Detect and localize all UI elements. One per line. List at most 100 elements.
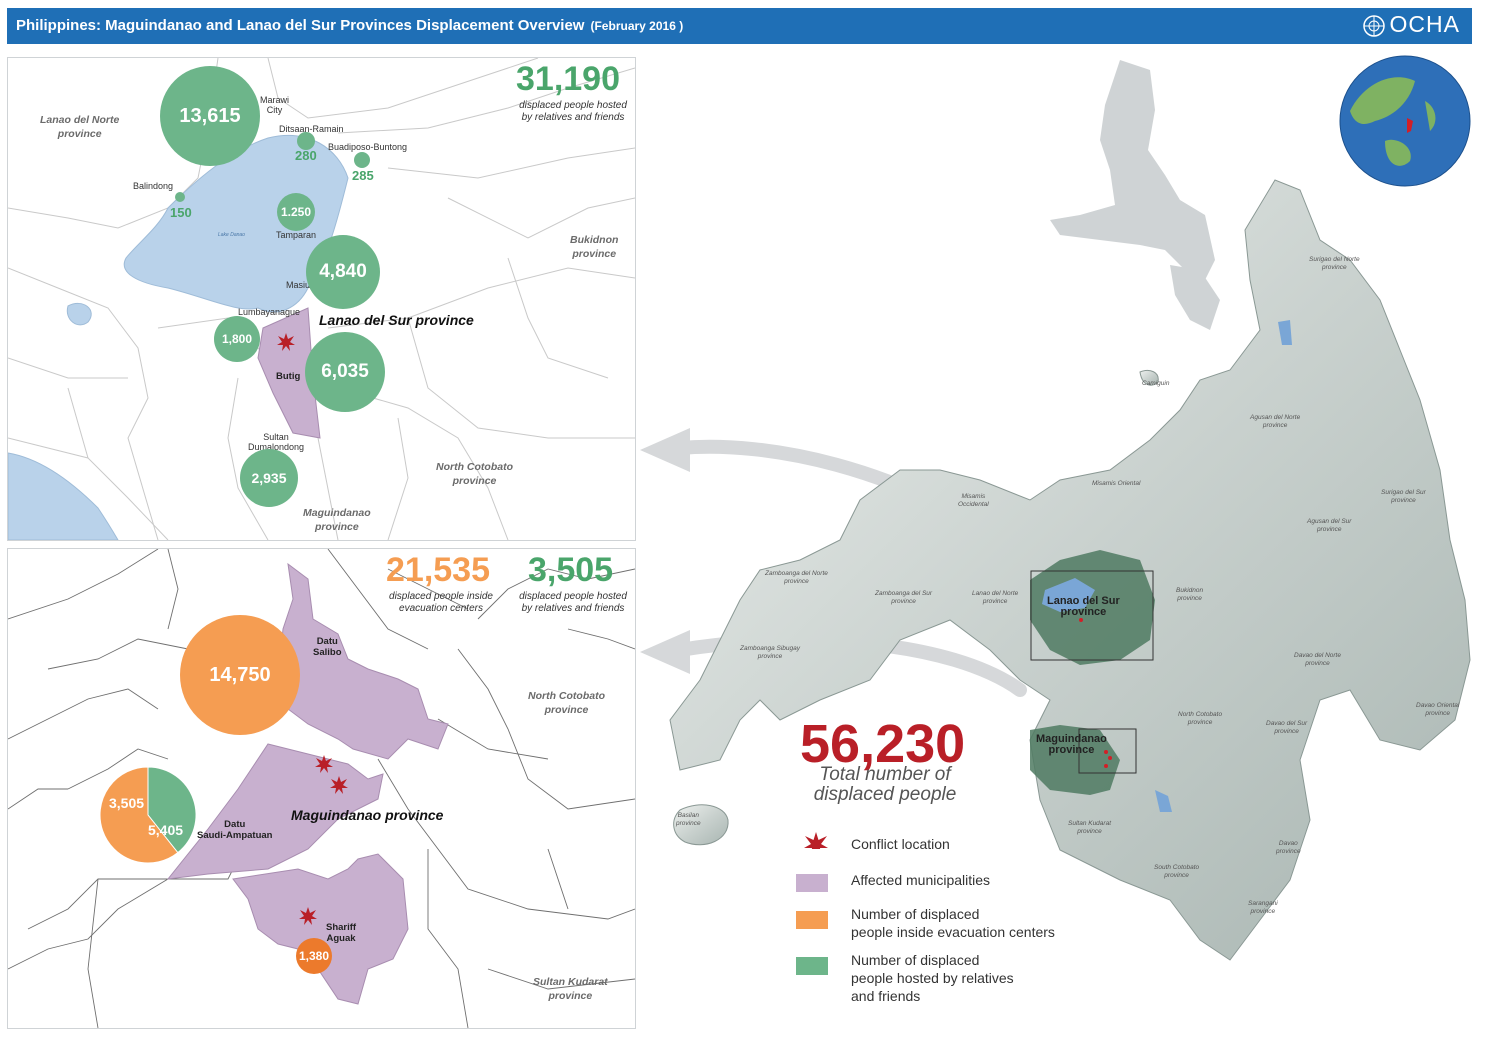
coastline-sea: [8, 452, 119, 540]
pie-evac-value: 5,405: [148, 822, 184, 838]
overview-maguindanao-label: Maguindanao province: [1036, 734, 1107, 756]
overview-box-text: Lanao del Sur: [1047, 595, 1120, 607]
ov-text: province: [1425, 710, 1450, 717]
lanao-base-map: [8, 58, 635, 540]
ocha-logo-text: OCHA: [1389, 11, 1460, 37]
title-date: (February 2016 ): [590, 19, 684, 33]
lanao-del-sur-main-label: Lanao del Sur province: [319, 312, 474, 328]
ov-text: Sarangani: [1248, 900, 1278, 907]
prov-text: province: [452, 475, 497, 487]
ov-text: province: [676, 820, 701, 827]
luzon-visayas-shape: [1050, 60, 1215, 290]
value-balindong: 150: [170, 205, 192, 220]
ov-text: Misamis: [961, 493, 986, 500]
label-zambo-sur: Zamboanga del Sur province: [875, 590, 932, 606]
caption-text: displaced people hosted: [519, 100, 627, 111]
evac-total-maguindanao: 21,535: [386, 551, 490, 589]
bukidnon-label: Bukidnon province: [570, 233, 618, 261]
bubble-marawi: 13,615: [160, 66, 260, 166]
sultan-label: Sultan Dumalondong: [248, 432, 304, 452]
ov-text: province: [1276, 848, 1301, 855]
balindong-label: Balindong: [133, 181, 174, 191]
north-cotobato-label: North Cotobato province: [436, 460, 513, 488]
ov-text: Zamboanga del Sur: [875, 590, 933, 597]
prov-text: province: [57, 128, 102, 140]
title-text: Philippines: Maguindanao and Lanao del S…: [16, 17, 585, 34]
prov-text: Bukidnon: [570, 234, 619, 246]
place-text: Marawi: [260, 95, 290, 105]
ov-text: province: [1187, 719, 1213, 726]
ov-text: Surigao del Sur: [1381, 489, 1426, 496]
overview-box-text: Maguindanao: [1036, 733, 1107, 745]
evac-total-caption: displaced people inside evacuation center…: [376, 591, 506, 615]
maguindanao-main-label: Maguindanao province: [291, 807, 444, 823]
conflict-star-icon: [804, 832, 828, 849]
butig-affected-area: [257, 307, 321, 439]
bubble-masiu: 4,840: [306, 235, 380, 309]
place-text: Aguak: [326, 933, 356, 944]
north-cotobato-label-b: North Cotobato province: [528, 689, 605, 717]
ov-text: province: [1262, 422, 1288, 429]
pie-slice-hosted: [147, 766, 197, 854]
label-basilan: Basilan province: [676, 812, 701, 828]
value-ditsaan: 280: [295, 148, 317, 163]
buadiposo-label: Buadiposo-Buntong: [328, 142, 408, 152]
label-misamis-occ: Misamis Occidental: [958, 493, 989, 509]
ov-text: Zamboanga Sibugay: [740, 645, 800, 652]
ov-text: Davao del Norte: [1294, 652, 1341, 659]
dot-balindong: [175, 192, 185, 202]
ov-text: province: [1316, 526, 1342, 533]
prov-text: province: [572, 248, 617, 260]
prov-text: province: [544, 704, 589, 716]
ov-text: Surigao del Norte: [1309, 256, 1360, 263]
evac-swatch: [796, 911, 828, 929]
affected-swatch: [796, 874, 828, 892]
caption-text: by relatives and friends: [521, 112, 625, 123]
label-davao-sur: Davao del Sur province: [1266, 720, 1307, 736]
total-caption-text: Total number of: [819, 764, 951, 785]
ov-text: Occidental: [958, 501, 989, 508]
pie-chart-saudi-ampatuan: [99, 766, 197, 864]
hosted-total-maguindanao: 3,505: [528, 551, 614, 589]
lumbayanague-label: Lumbayanague: [238, 307, 301, 317]
ov-text: Davao Oriental: [1416, 702, 1460, 709]
ov-text: Bukidnon: [1176, 587, 1204, 594]
ov-text: province: [1077, 828, 1102, 835]
label-davao-norte: Davao del Norte province: [1294, 652, 1341, 668]
legend-evac-text: Number of displaced people inside evacuat…: [851, 905, 1055, 941]
ov-text: province: [1391, 497, 1416, 504]
label-lanao-norte: Lanao del Norte province: [972, 590, 1018, 606]
maguindanao-base-map: [8, 549, 635, 1028]
lake-label: Lake Danao: [218, 232, 245, 238]
ov-text: province: [1274, 728, 1299, 735]
legend-line: people hosted by relatives: [851, 970, 1014, 986]
place-text: Saudi-Ampatuan: [197, 830, 273, 841]
legend-line: Number of displaced: [851, 906, 980, 922]
label-davao-or: Davao Oriental province: [1416, 702, 1459, 718]
camiguin-island-shape: [1139, 369, 1159, 386]
label-camiguin: Camiguin: [1142, 380, 1170, 387]
hosted-total-caption-b: displaced people hosted by relatives and …: [508, 591, 635, 615]
bubble-tamparan: 1.250: [277, 193, 315, 231]
place-text: Dumalondong: [248, 442, 305, 452]
ov-text: province: [1250, 908, 1276, 915]
header-bar: Philippines: Maguindanao and Lanao del S…: [7, 8, 1472, 44]
overview-box-text: province: [1048, 744, 1095, 756]
prov-text: province: [548, 990, 593, 1002]
hosted-swatch: [796, 957, 828, 975]
value-buadiposo: 285: [352, 168, 374, 183]
datu-saudi-label: Datu Saudi-Ampatuan: [197, 819, 272, 841]
label-south-cot: South Cotobato province: [1154, 864, 1199, 880]
legend-line: and friends: [851, 988, 921, 1004]
ov-text: Sultan Kudarat: [1068, 820, 1112, 827]
bubble-sultan-dumalondong: 2,935: [240, 449, 298, 507]
prov-text: North Cotobato: [436, 461, 513, 473]
conflict-star-3: [299, 907, 317, 925]
label-agusan-norte: Agusan del Norte province: [1250, 414, 1300, 430]
ov-text: province: [1177, 595, 1202, 602]
basilan-island-shape: [673, 804, 729, 846]
total-displaced-value: 56,230: [800, 714, 966, 774]
ov-text: Basilan: [677, 812, 699, 819]
prov-text: province: [314, 521, 359, 533]
